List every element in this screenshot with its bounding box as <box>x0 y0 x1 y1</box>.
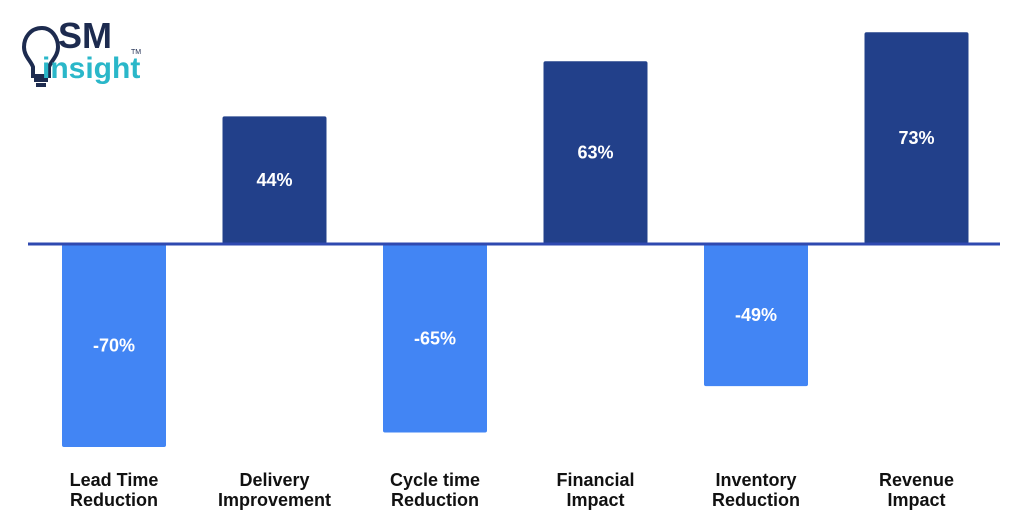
category-label-0-line-0: Lead Time <box>70 470 159 490</box>
category-label-2-line-1: Reduction <box>391 490 479 510</box>
logo-trademark: TM <box>131 49 141 56</box>
logo-wordmark-insight: insight <box>42 52 140 85</box>
category-label-1-line-1: Improvement <box>218 490 331 510</box>
category-label-4-line-1: Reduction <box>712 490 800 510</box>
category-label-4-line-0: Inventory <box>715 470 796 490</box>
category-label-3-line-1: Impact <box>566 490 624 510</box>
logo: SM insight TM <box>20 14 150 94</box>
bar-value-label-4: -49% <box>735 305 777 325</box>
bar-value-label-2: -65% <box>414 328 456 348</box>
category-label-5-line-0: Revenue <box>879 470 954 490</box>
bar-value-label-3: 63% <box>577 143 613 163</box>
category-label-5-line-1: Impact <box>887 490 945 510</box>
bar-1 <box>222 116 327 244</box>
category-label-1-line-0: Delivery <box>239 470 309 490</box>
category-label-2-line-0: Cycle time <box>390 470 480 490</box>
bar-0 <box>62 244 166 447</box>
bar-4 <box>704 244 808 387</box>
category-label-3-line-0: Financial <box>556 470 634 490</box>
bar-5 <box>864 32 969 244</box>
bar-value-label-1: 44% <box>256 170 292 190</box>
logo-wordmark-sm: SM <box>58 15 112 56</box>
bar-value-label-5: 73% <box>898 128 934 148</box>
bar-3 <box>543 61 648 244</box>
lightbulb-icon <box>21 25 61 87</box>
bar-value-label-0: -70% <box>93 336 135 356</box>
bar-2 <box>383 244 487 433</box>
category-label-0-line-1: Reduction <box>70 490 158 510</box>
